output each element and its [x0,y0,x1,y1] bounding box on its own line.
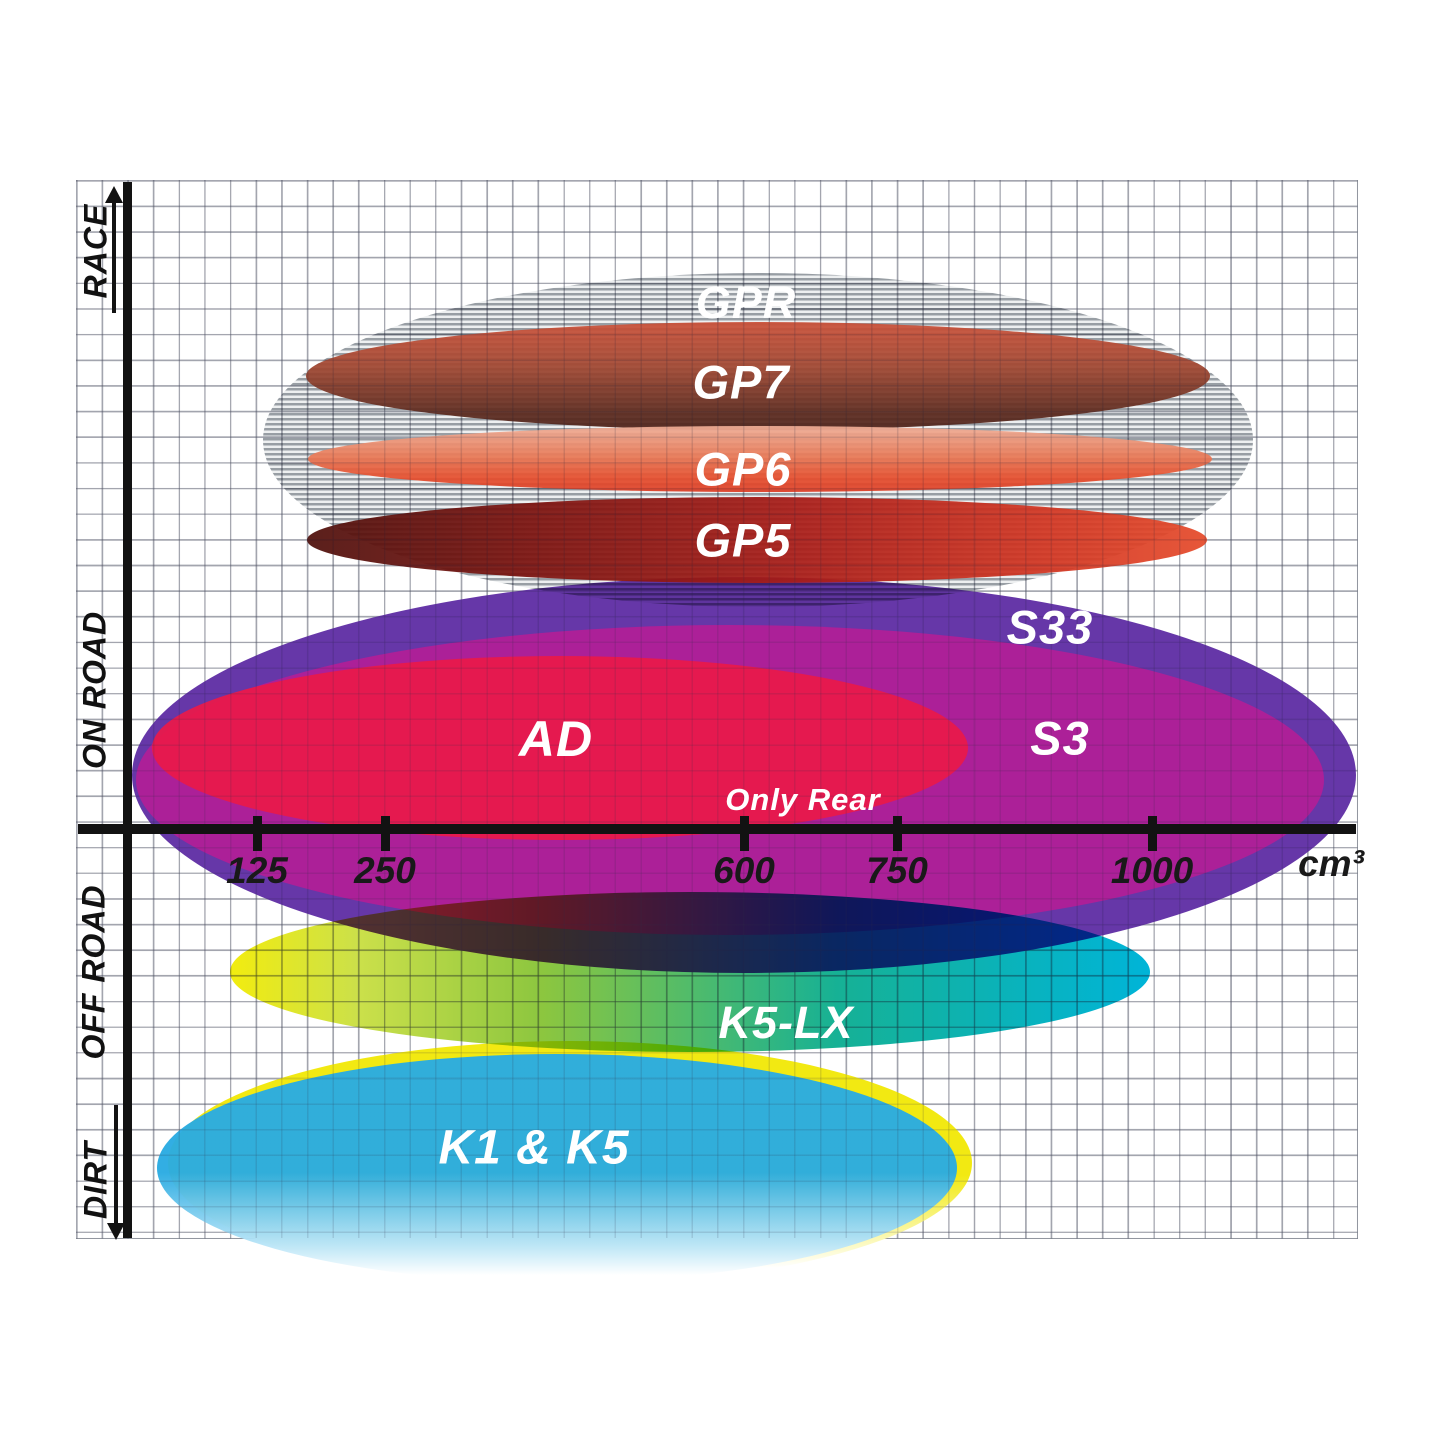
dirt-arrowhead-icon [107,1223,125,1240]
race-arrowhead-icon [105,186,123,203]
label-s3: S3 [1030,711,1090,765]
dirt-arrow-down-icon [114,1105,118,1226]
x-tick-label-1000: 1000 [1110,850,1194,891]
x-axis-line [78,824,1356,834]
label-gpr: GPR [695,277,797,328]
label-k1k5: K1 & K5 [438,1121,630,1175]
region-gp6 [308,426,1212,492]
x-tick-600 [739,816,749,851]
region-k5lx [230,892,1150,1052]
x-tick-label-750: 750 [866,850,928,891]
y-zone-label-on-road: ON ROAD [76,610,113,770]
x-tick-125 [252,816,262,851]
region-k1k5 [157,1054,957,1282]
label-gp5: GP5 [694,513,792,567]
y-zone-label-dirt: DIRT [77,1140,114,1220]
x-tick-750 [892,816,902,851]
label-s33: S33 [1006,600,1094,654]
x-tick-1000 [1147,816,1157,851]
label-k5lx: K5-LX [718,997,854,1048]
label-ad: AD [518,711,594,767]
region-gp7 [306,322,1210,430]
y-axis-line [123,182,132,1238]
x-tick-label-250: 250 [354,850,416,891]
y-zone-label-race: RACE [77,203,114,299]
x-tick-label-125: 125 [226,850,288,891]
x-axis-unit-label: cm³ [1298,843,1364,884]
x-tick-250 [380,816,390,851]
y-zone-label-off-road: OFF ROAD [75,884,112,1060]
x-tick-label-600: 600 [713,850,775,891]
race-arrow-up-icon [112,200,116,313]
label-gp6: GP6 [694,442,792,496]
label-gp7: GP7 [692,355,790,409]
region-ad [152,656,968,840]
region-gp5 [307,497,1207,583]
annotation-0: Only Rear [725,782,881,817]
